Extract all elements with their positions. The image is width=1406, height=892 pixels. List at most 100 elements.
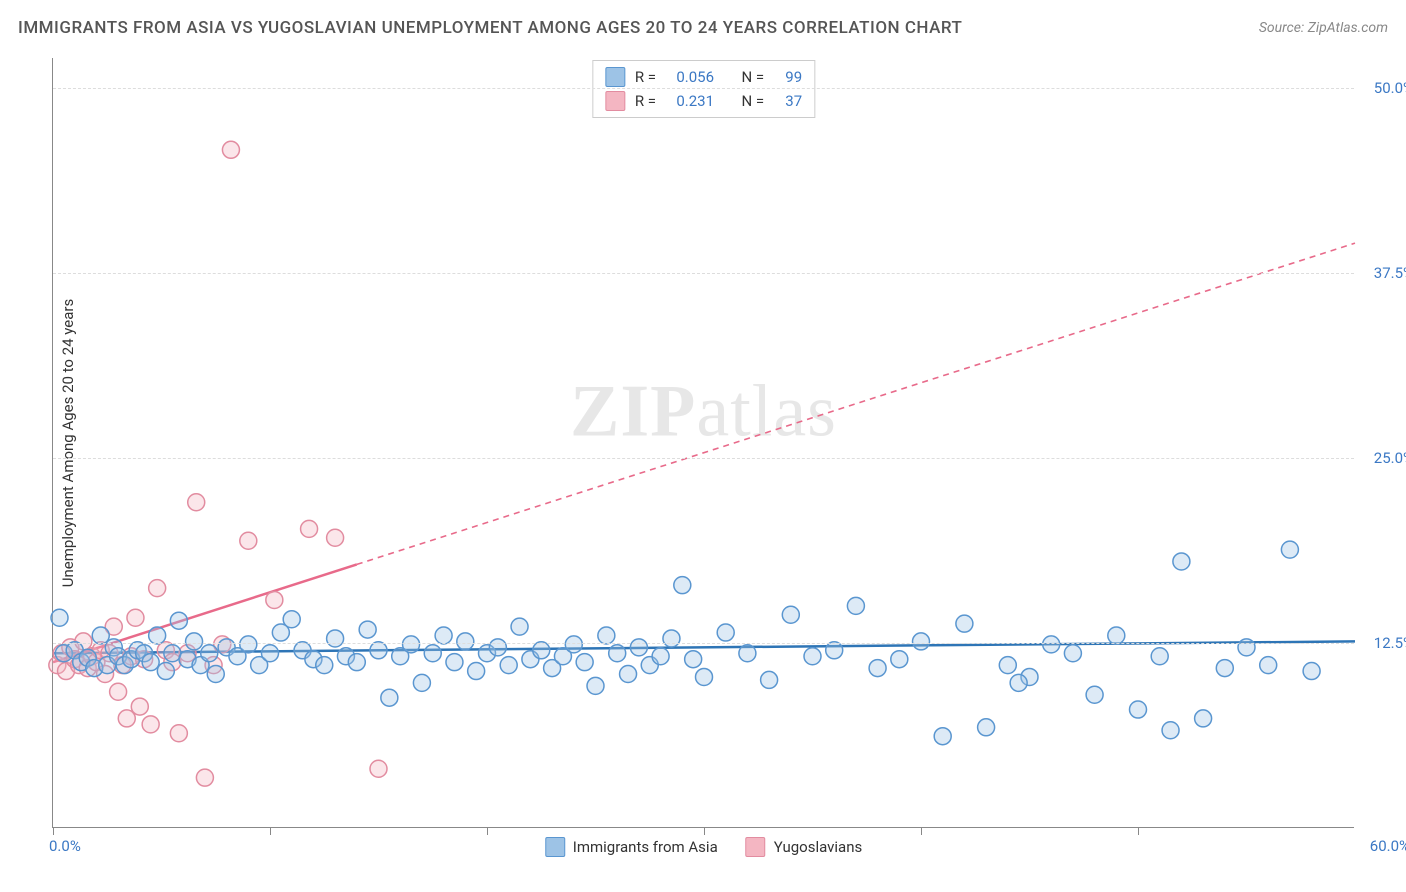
point-blue [207,666,224,683]
point-blue [381,689,398,706]
point-blue [142,654,159,671]
point-pink [127,609,144,626]
point-blue [761,671,778,688]
point-blue [327,630,344,647]
point-pink [142,716,159,733]
point-blue [1010,674,1027,691]
point-blue [598,627,615,644]
y-tick-label: 12.5% [1374,634,1406,652]
point-blue [157,663,174,680]
legend-item: Immigrants from Asia [545,837,718,857]
point-pink [327,529,344,546]
point-blue [457,633,474,650]
point-blue [468,663,485,680]
point-blue [978,719,995,736]
source-label: Source: ZipAtlas.com [1259,20,1388,36]
point-blue [1303,663,1320,680]
point-blue [913,633,930,650]
point-blue [262,645,279,662]
point-blue [652,648,669,665]
point-blue [359,621,376,638]
point-blue [869,660,886,677]
point-pink [196,769,213,786]
x-tick [270,827,271,835]
point-blue [348,654,365,671]
point-blue [316,657,333,674]
point-blue [630,639,647,656]
point-blue [1162,722,1179,739]
point-blue [283,611,300,628]
point-blue [170,612,187,629]
x-tick [53,827,54,835]
point-blue [674,577,691,594]
point-blue [739,645,756,662]
point-blue [565,636,582,653]
point-pink [131,698,148,715]
point-blue [934,728,951,745]
chart-title: IMMIGRANTS FROM ASIA VS YUGOSLAVIAN UNEM… [18,18,962,38]
x-tick [704,827,705,835]
gridline [53,643,1354,644]
point-blue [186,633,203,650]
point-blue [446,654,463,671]
point-blue [424,645,441,662]
point-blue [413,674,430,691]
point-pink [188,494,205,511]
y-tick-label: 37.5% [1374,264,1406,282]
point-pink [370,760,387,777]
point-blue [609,645,626,662]
point-blue [782,606,799,623]
point-blue [1151,648,1168,665]
point-blue [696,668,713,685]
point-blue [1238,639,1255,656]
legend-series: Immigrants from Asia Yugoslavians [545,837,863,857]
blue-swatch-icon [545,837,565,857]
pink-swatch-icon [746,837,766,857]
plot-area: R = 0.056 N = 99 R = 0.231 N = 37 ZIPatl… [52,58,1354,828]
point-blue [717,624,734,641]
chart-header: IMMIGRANTS FROM ASIA VS YUGOSLAVIAN UNEM… [18,18,1388,38]
point-blue [576,654,593,671]
point-blue [370,642,387,659]
y-axis-label: Unemployment Among Ages 20 to 24 years [59,154,77,442]
point-pink [301,520,318,537]
point-blue [1260,657,1277,674]
legend-item: Yugoslavians [746,837,863,857]
point-blue [511,618,528,635]
point-blue [489,639,506,656]
x-tick [487,827,488,835]
gridline [53,273,1354,274]
y-tick-label: 25.0% [1374,449,1406,467]
point-blue [891,651,908,668]
point-blue [1086,686,1103,703]
point-blue [663,630,680,647]
point-blue [847,597,864,614]
trend-pink-dash [357,243,1355,564]
point-blue [956,615,973,632]
point-blue [149,627,166,644]
point-blue [804,648,821,665]
point-blue [201,645,218,662]
legend-label: Immigrants from Asia [573,838,718,856]
x-tick [1138,827,1139,835]
point-blue [999,657,1016,674]
point-blue [685,651,702,668]
x-max-label: 60.0% [1370,837,1406,855]
point-blue [403,636,420,653]
chart-svg [53,58,1354,827]
x-min-label: 0.0% [49,837,81,855]
point-pink [222,141,239,158]
point-blue [826,642,843,659]
point-pink [170,725,187,742]
point-pink [110,683,127,700]
x-tick [921,827,922,835]
point-pink [266,591,283,608]
y-tick-label: 50.0% [1374,79,1406,97]
point-blue [533,642,550,659]
point-blue [1173,553,1190,570]
gridline [53,458,1354,459]
point-pink [240,532,257,549]
point-blue [51,609,68,626]
point-blue [587,677,604,694]
point-blue [240,636,257,653]
